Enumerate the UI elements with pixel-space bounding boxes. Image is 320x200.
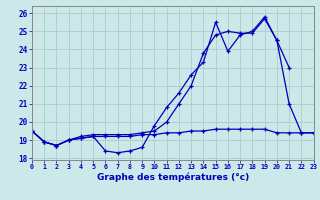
X-axis label: Graphe des températures (°c): Graphe des températures (°c) [97,173,249,182]
